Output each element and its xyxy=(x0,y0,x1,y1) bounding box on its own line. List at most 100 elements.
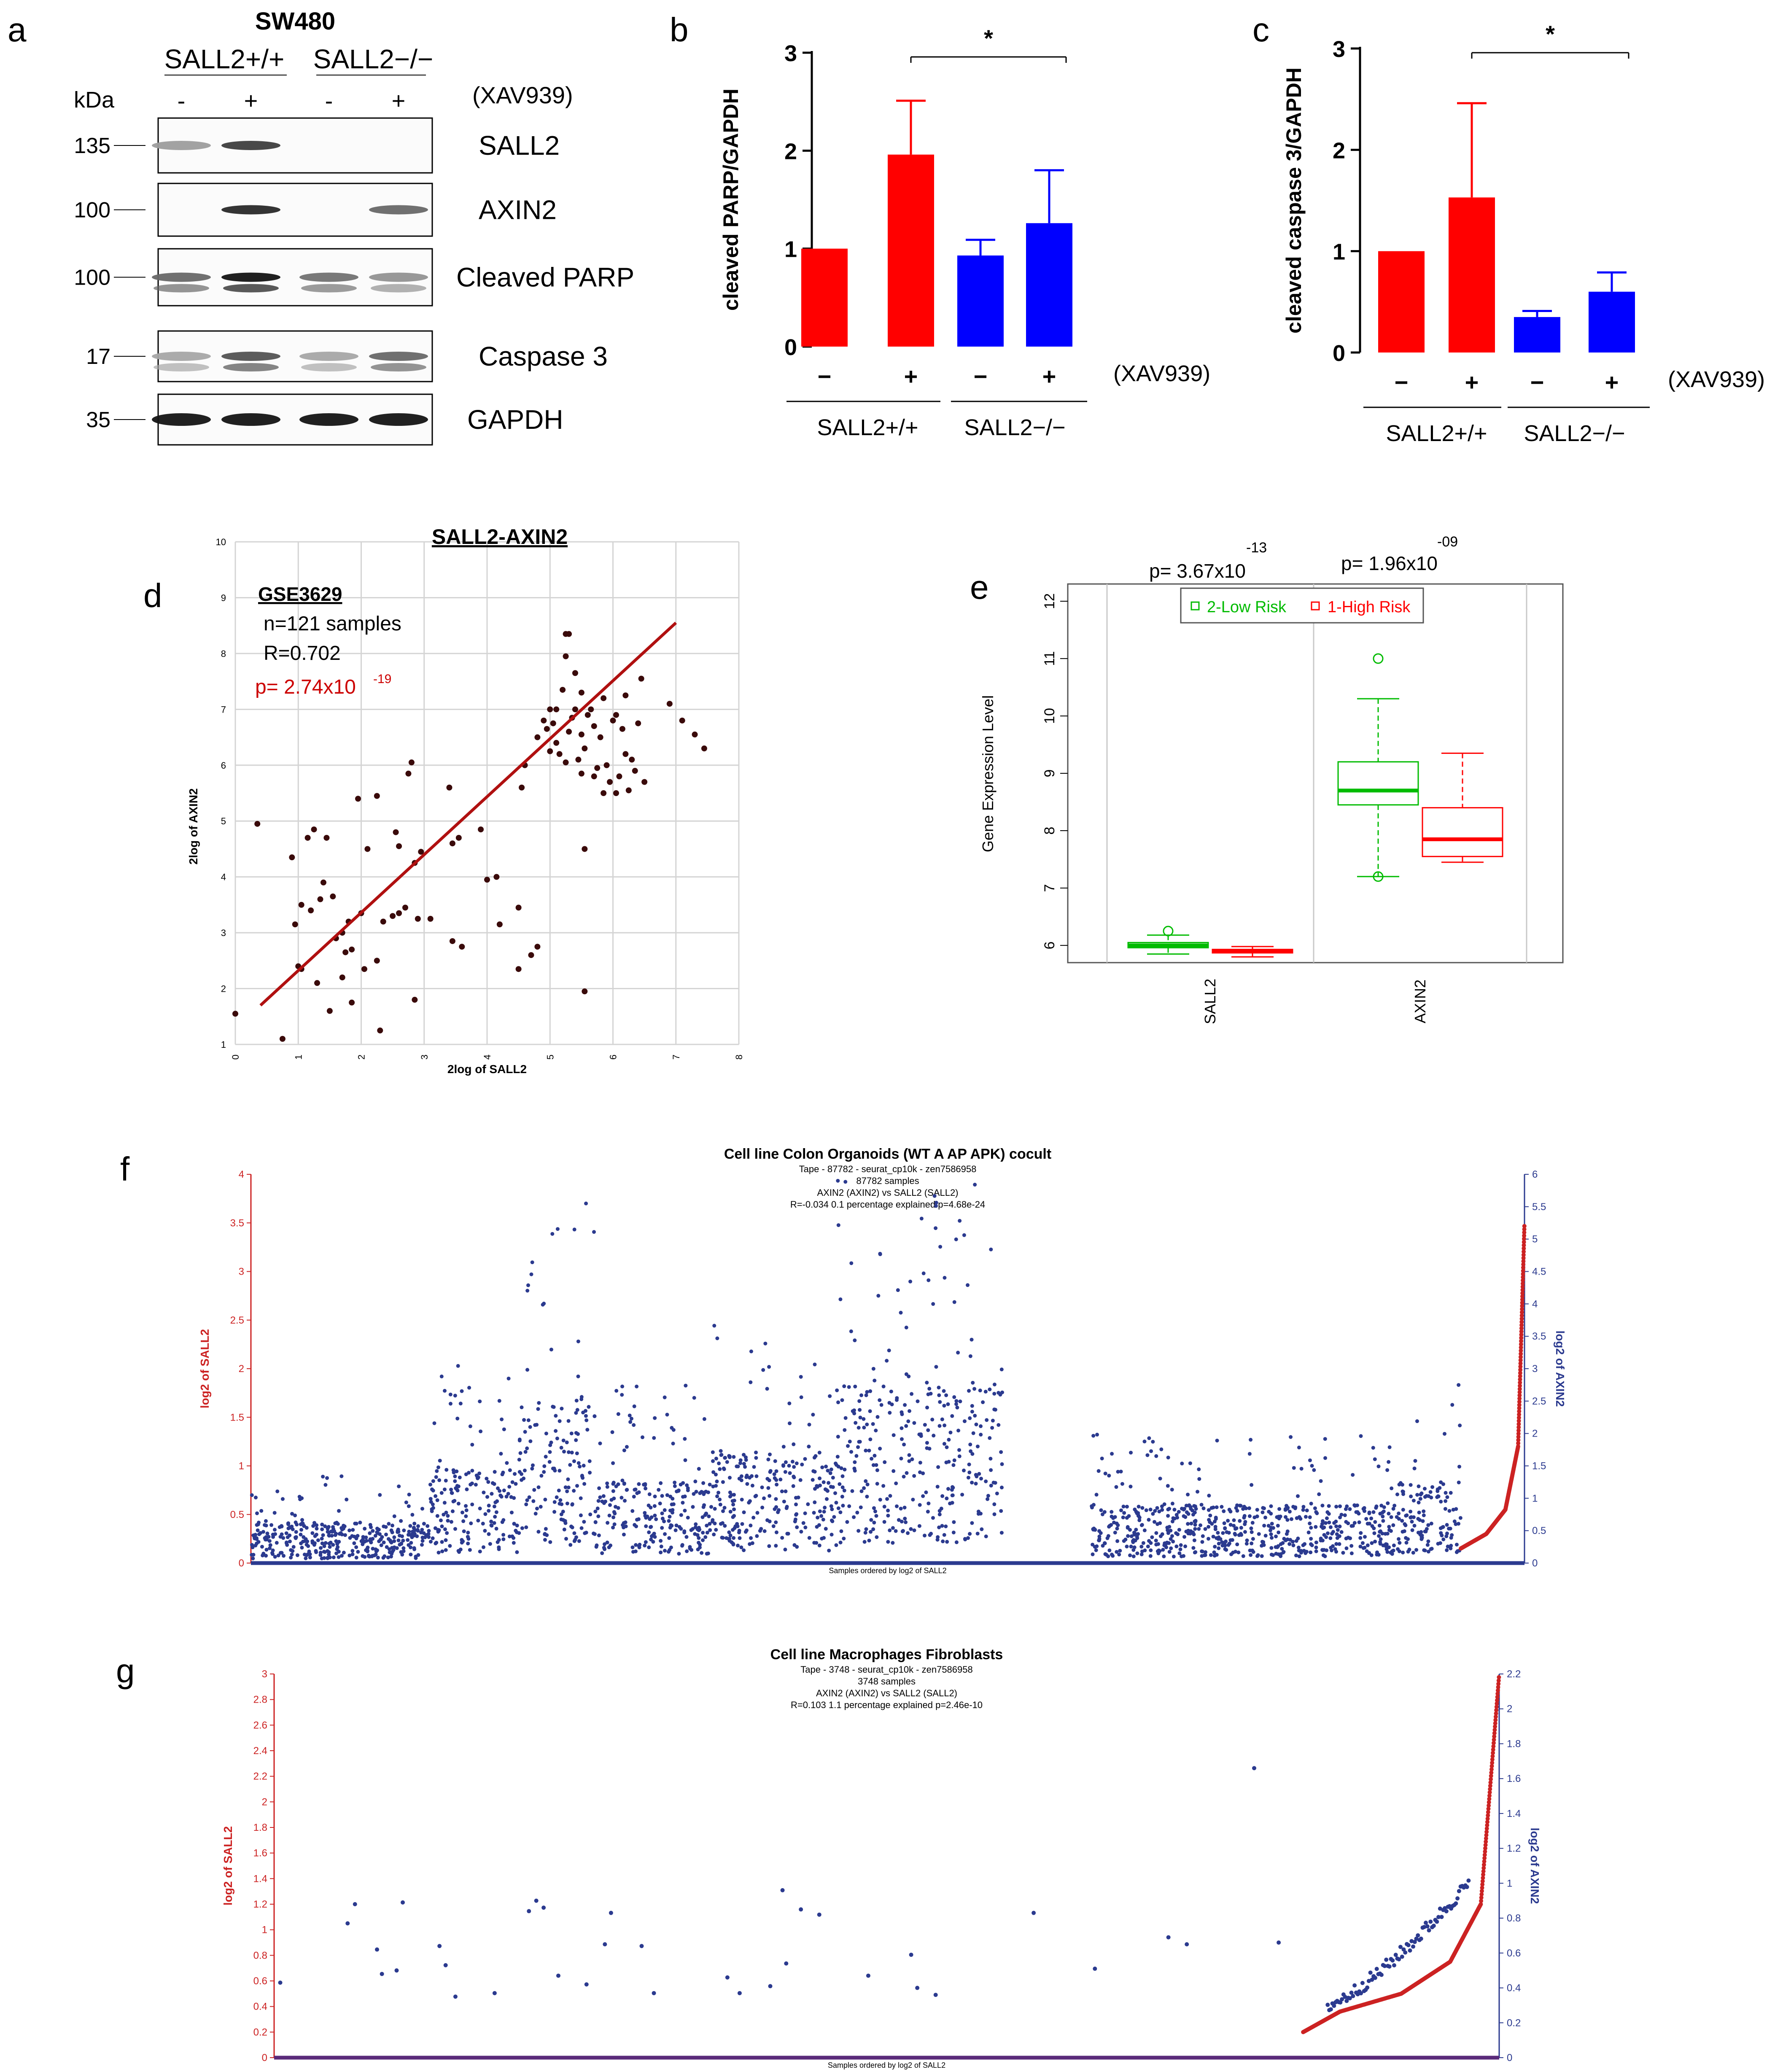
axin2-point xyxy=(1211,1534,1215,1539)
axin2-point xyxy=(1454,1542,1459,1547)
axin2-point xyxy=(862,1426,866,1430)
axin2-point xyxy=(570,1502,574,1506)
axin2-point xyxy=(760,1505,765,1510)
axin2-point xyxy=(1443,1507,1447,1511)
axin2-point xyxy=(1368,1970,1373,1975)
axin2-point xyxy=(470,1469,474,1473)
axin2-point xyxy=(610,1430,614,1434)
axin2-point xyxy=(364,1535,368,1539)
axin2-point xyxy=(749,1380,753,1384)
axin2-point xyxy=(871,1463,875,1467)
axin2-point xyxy=(732,1455,736,1459)
sall2-point xyxy=(1491,1741,1496,1745)
axin2-point xyxy=(707,1514,711,1518)
axin2-point xyxy=(532,1488,536,1492)
left-axis-label: log2 of SALL2 xyxy=(198,1329,211,1408)
axin2-point xyxy=(1309,1550,1313,1555)
axin2-point xyxy=(657,1488,661,1492)
axin2-point xyxy=(999,1531,1004,1535)
axin2-point xyxy=(1410,1520,1414,1524)
axin2-point xyxy=(522,1418,526,1422)
axin2-point xyxy=(641,1435,645,1440)
axin2-point xyxy=(649,1505,653,1510)
axin2-point xyxy=(1224,1548,1228,1552)
axin2-point xyxy=(999,1450,1003,1454)
axin2-point xyxy=(871,1367,875,1371)
axin2-point xyxy=(1154,1454,1158,1458)
axin2-point xyxy=(830,1519,835,1523)
axin2-point xyxy=(588,1512,593,1517)
axin2-point xyxy=(984,1534,988,1539)
axin2-point xyxy=(834,1501,838,1505)
axin2-point xyxy=(784,1961,789,1966)
axin2-point xyxy=(598,1495,602,1499)
axin2-point xyxy=(576,1374,580,1378)
axin2-point xyxy=(609,1911,613,1915)
axin2-point xyxy=(825,1489,830,1493)
axin2-point xyxy=(1188,1461,1192,1465)
axin2-point xyxy=(1252,1515,1257,1520)
axin2-point xyxy=(1132,1532,1137,1537)
axin2-point xyxy=(1410,1528,1414,1532)
axin2-point xyxy=(711,1470,716,1474)
axin2-point xyxy=(517,1531,521,1535)
axin2-point xyxy=(1123,1537,1128,1542)
axin2-point xyxy=(455,1469,459,1474)
axin2-point xyxy=(663,1532,667,1536)
axin2-point xyxy=(1415,1493,1419,1497)
axin2-point xyxy=(1381,1515,1385,1519)
axin2-point xyxy=(679,1513,683,1517)
axin2-point xyxy=(380,1972,384,1976)
axin2-point xyxy=(704,1512,708,1516)
axin2-point xyxy=(550,1232,555,1236)
axin2-point xyxy=(970,1480,974,1485)
axin2-point xyxy=(781,1445,786,1449)
axin2-point xyxy=(498,1493,503,1498)
axin2-point xyxy=(873,1509,877,1513)
lane-sign: + xyxy=(244,87,258,114)
axin2-point xyxy=(944,1393,948,1397)
axin2-point xyxy=(1159,1447,1164,1451)
data-point xyxy=(578,770,584,777)
axin2-point xyxy=(643,1543,647,1547)
axin2-point xyxy=(1327,1512,1331,1516)
axin2-point xyxy=(1422,1513,1426,1518)
sall2-point xyxy=(1481,1876,1485,1880)
sall2-point xyxy=(1522,1233,1527,1238)
y-axis-label: Gene Expression Level xyxy=(979,695,997,852)
axin2-point xyxy=(458,1475,462,1480)
axin2-point xyxy=(718,1467,722,1471)
axin2-point xyxy=(962,1468,966,1472)
axin2-point xyxy=(873,1453,877,1458)
sall2-point xyxy=(1522,1243,1526,1248)
axin2-point xyxy=(1197,1467,1201,1472)
axin2-point xyxy=(882,1520,886,1524)
axin2-point xyxy=(1425,1924,1430,1929)
axin2-point xyxy=(1429,1496,1433,1500)
axin2-point xyxy=(267,1539,272,1543)
axin2-point xyxy=(742,1453,746,1457)
chart-subtitle: Tape - 3748 - seurat_cp10k - zen7586958 xyxy=(800,1664,973,1675)
data-point xyxy=(232,1011,238,1017)
axin2-point xyxy=(385,1545,389,1549)
axin2-point xyxy=(587,1405,591,1409)
axin2-point xyxy=(1314,1540,1318,1545)
axin2-point xyxy=(683,1509,687,1513)
data-point xyxy=(519,784,525,791)
axin2-point xyxy=(443,1389,447,1393)
axin2-point xyxy=(476,1476,480,1480)
axin2-point xyxy=(307,1552,312,1556)
axin2-point xyxy=(727,1537,731,1541)
axin2-point xyxy=(975,1475,979,1479)
axin2-point xyxy=(539,1504,543,1509)
category-label: AXIN2 xyxy=(1411,979,1429,1023)
axin2-point xyxy=(1425,1494,1429,1498)
x-tick-label: 5 xyxy=(545,1055,555,1060)
axin2-point xyxy=(315,1526,319,1531)
axin2-point xyxy=(881,1384,886,1389)
axin2-point xyxy=(337,1532,342,1536)
axin2-point xyxy=(973,1183,977,1187)
axin2-point xyxy=(410,1535,414,1539)
axin2-point xyxy=(1327,1520,1331,1525)
